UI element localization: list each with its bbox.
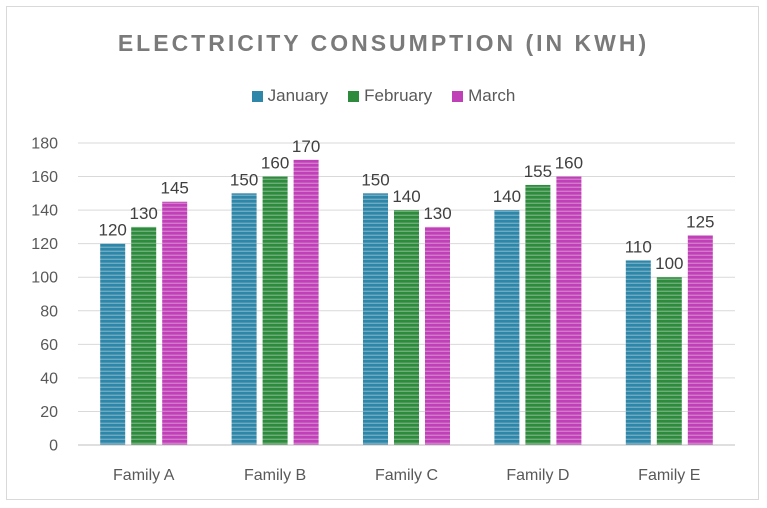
x-tick-label: Family D: [506, 467, 569, 484]
y-tick-label: 40: [40, 370, 58, 387]
y-tick-label: 20: [40, 404, 58, 421]
chart-title: ELECTRICITY CONSUMPTION (IN KWH): [117, 30, 650, 56]
y-tick-label: 100: [31, 270, 58, 287]
data-label-family-c-february: 140: [392, 187, 420, 206]
x-tick-label: Family E: [638, 467, 700, 484]
bar-family-a-march: [162, 201, 188, 445]
bar-family-d-march: [556, 176, 582, 446]
y-tick-label: 160: [31, 169, 58, 186]
bar-family-a-january: [100, 243, 126, 445]
legend-swatch-march: [452, 90, 464, 102]
data-label-family-d-january: 140: [493, 187, 521, 206]
y-axis: 0 20 40 60 80 100 120 140 160 180: [31, 136, 58, 455]
bar-family-e-february: [656, 277, 682, 445]
legend-item-february: February: [348, 86, 432, 106]
data-label-family-e-january: 110: [625, 237, 652, 256]
y-tick-label: 180: [31, 136, 58, 153]
y-tick-label: 120: [31, 236, 58, 253]
x-tick-label: Family A: [113, 467, 175, 484]
y-tick-label: 80: [40, 303, 58, 320]
data-label-family-b-march: 170: [292, 137, 320, 156]
bar-family-a-february: [131, 226, 157, 445]
x-tick-label: Family B: [244, 467, 306, 484]
x-axis: Family A Family B Family C Family D Family E: [78, 444, 735, 484]
data-label-family-a-february: 130: [130, 204, 158, 223]
legend-label-march: March: [468, 86, 516, 105]
bar-family-e-january: [625, 260, 651, 445]
y-tick-label: 60: [40, 337, 58, 354]
legend-swatch-january: [251, 90, 263, 102]
data-label-family-a-january: 120: [99, 221, 127, 240]
data-label-family-e-february: 100: [655, 254, 683, 273]
data-label-family-c-january: 150: [361, 170, 389, 189]
chart-legend: January February March: [0, 86, 767, 106]
data-label-family-c-march: 130: [423, 204, 451, 223]
legend-swatch-february: [348, 90, 360, 102]
data-label-family-a-march: 145: [161, 179, 189, 198]
data-label-family-e-march: 125: [686, 212, 714, 231]
bar-family-c-march: [425, 226, 450, 445]
bar-family-b-march: [293, 159, 319, 445]
data-label-family-d-february: 155: [524, 162, 552, 181]
data-label-family-b-february: 160: [261, 154, 289, 173]
legend-item-january: January: [251, 86, 329, 106]
data-label-family-d-march: 160: [555, 154, 583, 173]
legend-label-february: February: [364, 86, 433, 105]
bar-family-d-february: [525, 184, 551, 445]
data-label-family-b-january: 150: [230, 170, 258, 189]
bar-family-e-march: [687, 235, 713, 445]
legend-label-january: January: [267, 86, 329, 105]
x-tick-label: Family C: [375, 467, 438, 484]
bar-family-c-february: [394, 210, 419, 445]
bar-family-b-february: [262, 176, 288, 446]
y-tick-label: 0: [49, 438, 58, 455]
bar-family-c-january: [363, 193, 388, 445]
bar-family-d-january: [494, 210, 520, 445]
y-tick-label: 140: [31, 203, 58, 220]
bars: [100, 159, 713, 446]
legend-item-march: March: [452, 86, 515, 106]
bar-family-b-january: [231, 193, 257, 445]
